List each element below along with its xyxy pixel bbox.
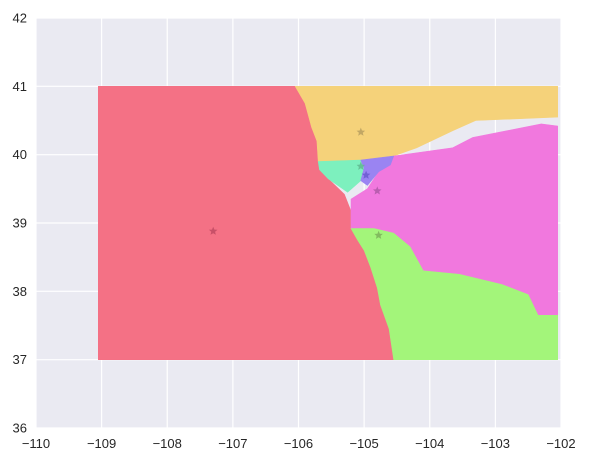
- y-tick-label: 42: [13, 11, 27, 26]
- y-tick-label: 39: [13, 216, 27, 231]
- x-tick-label: −105: [349, 436, 378, 451]
- district-region: [350, 228, 559, 361]
- y-tick-label: 40: [13, 147, 27, 162]
- centroid-markers: [208, 127, 383, 239]
- y-tick-label: 38: [13, 284, 27, 299]
- x-tick-label: −108: [153, 436, 182, 451]
- x-tick-label: −102: [546, 436, 575, 451]
- x-tick-label: −106: [284, 436, 313, 451]
- centroid-star-marker: [208, 226, 218, 235]
- centroid-star-marker: [373, 186, 382, 195]
- x-tick-label: −107: [218, 436, 247, 451]
- district-region: [360, 155, 395, 186]
- x-tick-label: −109: [87, 436, 116, 451]
- centroid-star-marker: [374, 230, 383, 239]
- centroid-star-marker: [361, 170, 371, 179]
- y-tick-label: 36: [13, 421, 27, 436]
- y-axis: 36 37 38 39 40 41 42: [13, 11, 27, 436]
- x-axis: −110 −109 −108 −107 −106 −105 −104 −103 −102: [22, 436, 576, 451]
- y-tick-label: 41: [13, 79, 27, 94]
- x-tick-label: −103: [481, 436, 510, 451]
- y-tick-label: 37: [13, 352, 27, 367]
- x-tick-label: −110: [22, 436, 50, 451]
- centroid-star-marker: [356, 161, 366, 170]
- centroid-star-marker: [356, 127, 366, 136]
- x-tick-label: −104: [415, 436, 444, 451]
- regions: [98, 86, 559, 361]
